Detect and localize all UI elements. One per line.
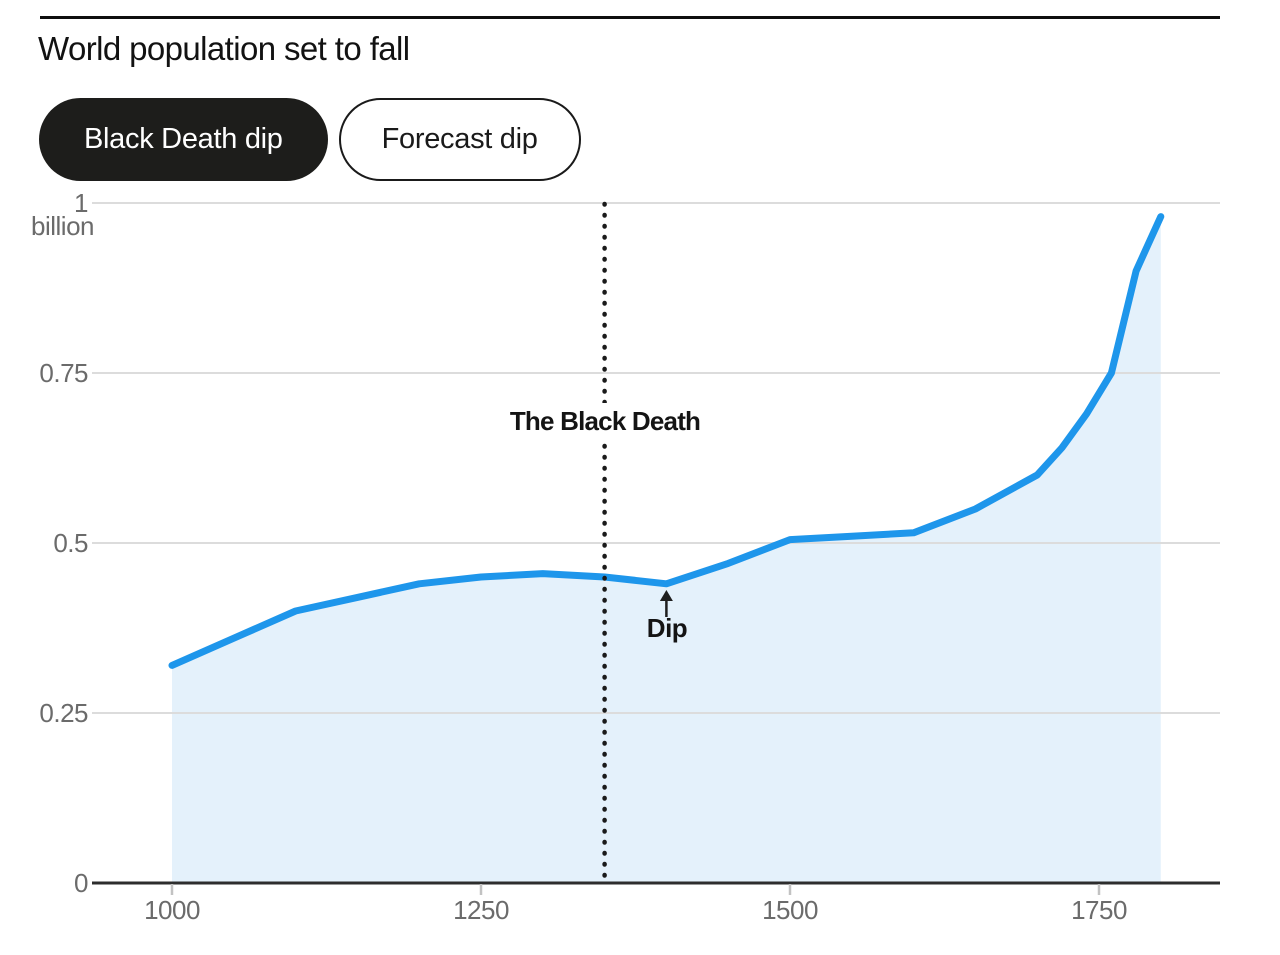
dip-arrow xyxy=(659,590,673,617)
top-rule xyxy=(40,16,1220,19)
x-tick-group xyxy=(170,884,1101,895)
population-line xyxy=(168,213,1165,669)
toggle-forecast-dip[interactable]: Forecast dip xyxy=(338,98,581,181)
area-fill xyxy=(172,216,1161,884)
toggle-group: Black Death dip Forecast dip xyxy=(39,98,581,181)
dip-arrow-head xyxy=(659,590,673,601)
toggle-black-death-dip[interactable]: Black Death dip xyxy=(39,98,328,181)
gridline-group xyxy=(92,202,1220,714)
page-title: World population set to fall xyxy=(38,30,410,67)
